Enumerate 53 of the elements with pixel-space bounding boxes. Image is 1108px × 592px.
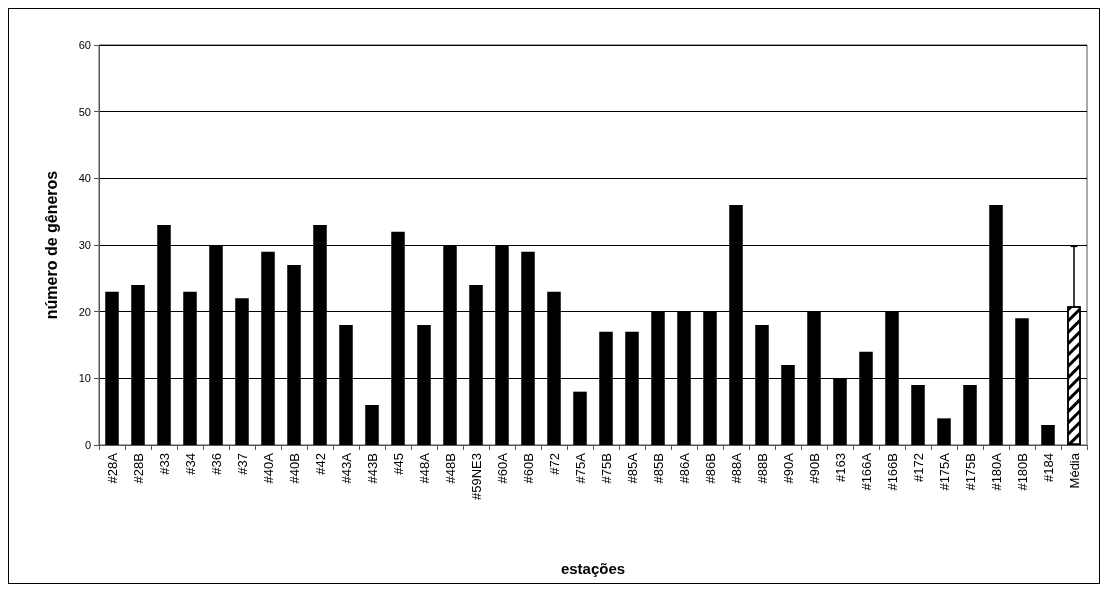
- x-tick-label: #28A: [104, 452, 120, 484]
- x-tick-label: #40B: [286, 453, 302, 484]
- y-axis-title: número de gêneros: [42, 170, 60, 320]
- x-tick-label: #166A: [858, 452, 874, 491]
- y-tick-label: 60: [78, 39, 91, 51]
- y-tick-label: 30: [78, 239, 91, 251]
- x-tick-label: #37: [234, 453, 250, 475]
- x-tick-label: #59NE3: [468, 453, 484, 500]
- x-tick-label: #175A: [936, 452, 952, 491]
- x-tick-label: #34: [182, 453, 198, 475]
- bar: [937, 418, 951, 445]
- y-tick-label: 0: [84, 439, 91, 451]
- x-tick-label: #175B: [962, 453, 978, 491]
- x-tick-label: #85B: [650, 453, 666, 484]
- x-tick-label: #60B: [520, 453, 536, 484]
- bar: [1041, 425, 1055, 445]
- x-tick-label: #90B: [806, 453, 822, 484]
- bar: [573, 391, 587, 445]
- y-tick-label: 20: [78, 305, 91, 318]
- x-tick-label: #40A: [260, 452, 276, 484]
- bar: [365, 405, 379, 445]
- x-tick-label: #180A: [988, 452, 1004, 491]
- x-tick-label: #33: [156, 453, 172, 475]
- x-tick-label: #43A: [338, 452, 354, 484]
- x-axis-title: estações: [560, 560, 626, 577]
- x-tick-label: #75B: [598, 453, 614, 484]
- x-tick-label: #45: [390, 453, 406, 475]
- x-tick-label: #86A: [676, 452, 692, 484]
- x-tick-label: #43B: [364, 453, 380, 484]
- x-tick-label: #48B: [442, 453, 458, 484]
- x-tick-label: #72: [546, 453, 562, 475]
- x-tick-label: #88B: [754, 453, 770, 484]
- x-tick-label: #60A: [494, 452, 510, 484]
- x-tick-label: #172: [910, 453, 926, 482]
- x-tick-label: #36: [208, 453, 224, 475]
- x-tick-label: #90A: [780, 452, 796, 484]
- x-tick-label: #75A: [572, 452, 588, 484]
- y-tick-label: 10: [78, 372, 91, 385]
- y-tick-label: 50: [78, 105, 91, 118]
- x-tick-label: #184: [1040, 453, 1056, 482]
- x-tick-label: #88A: [728, 452, 744, 484]
- x-tick-label: #180B: [1014, 453, 1030, 491]
- bar: [963, 385, 977, 445]
- x-tick-label: #85A: [624, 452, 640, 484]
- x-tick-label: #48A: [416, 452, 432, 484]
- x-tick-label: #28B: [130, 453, 146, 484]
- bar: [911, 385, 925, 445]
- x-tick-label: #86B: [702, 453, 718, 484]
- x-tick-label: #166B: [884, 453, 900, 491]
- x-tick-label: #163: [832, 453, 848, 482]
- y-tick-label: 40: [78, 172, 91, 185]
- x-tick-label: Média: [1066, 452, 1082, 489]
- x-tick-label: #42: [312, 453, 328, 475]
